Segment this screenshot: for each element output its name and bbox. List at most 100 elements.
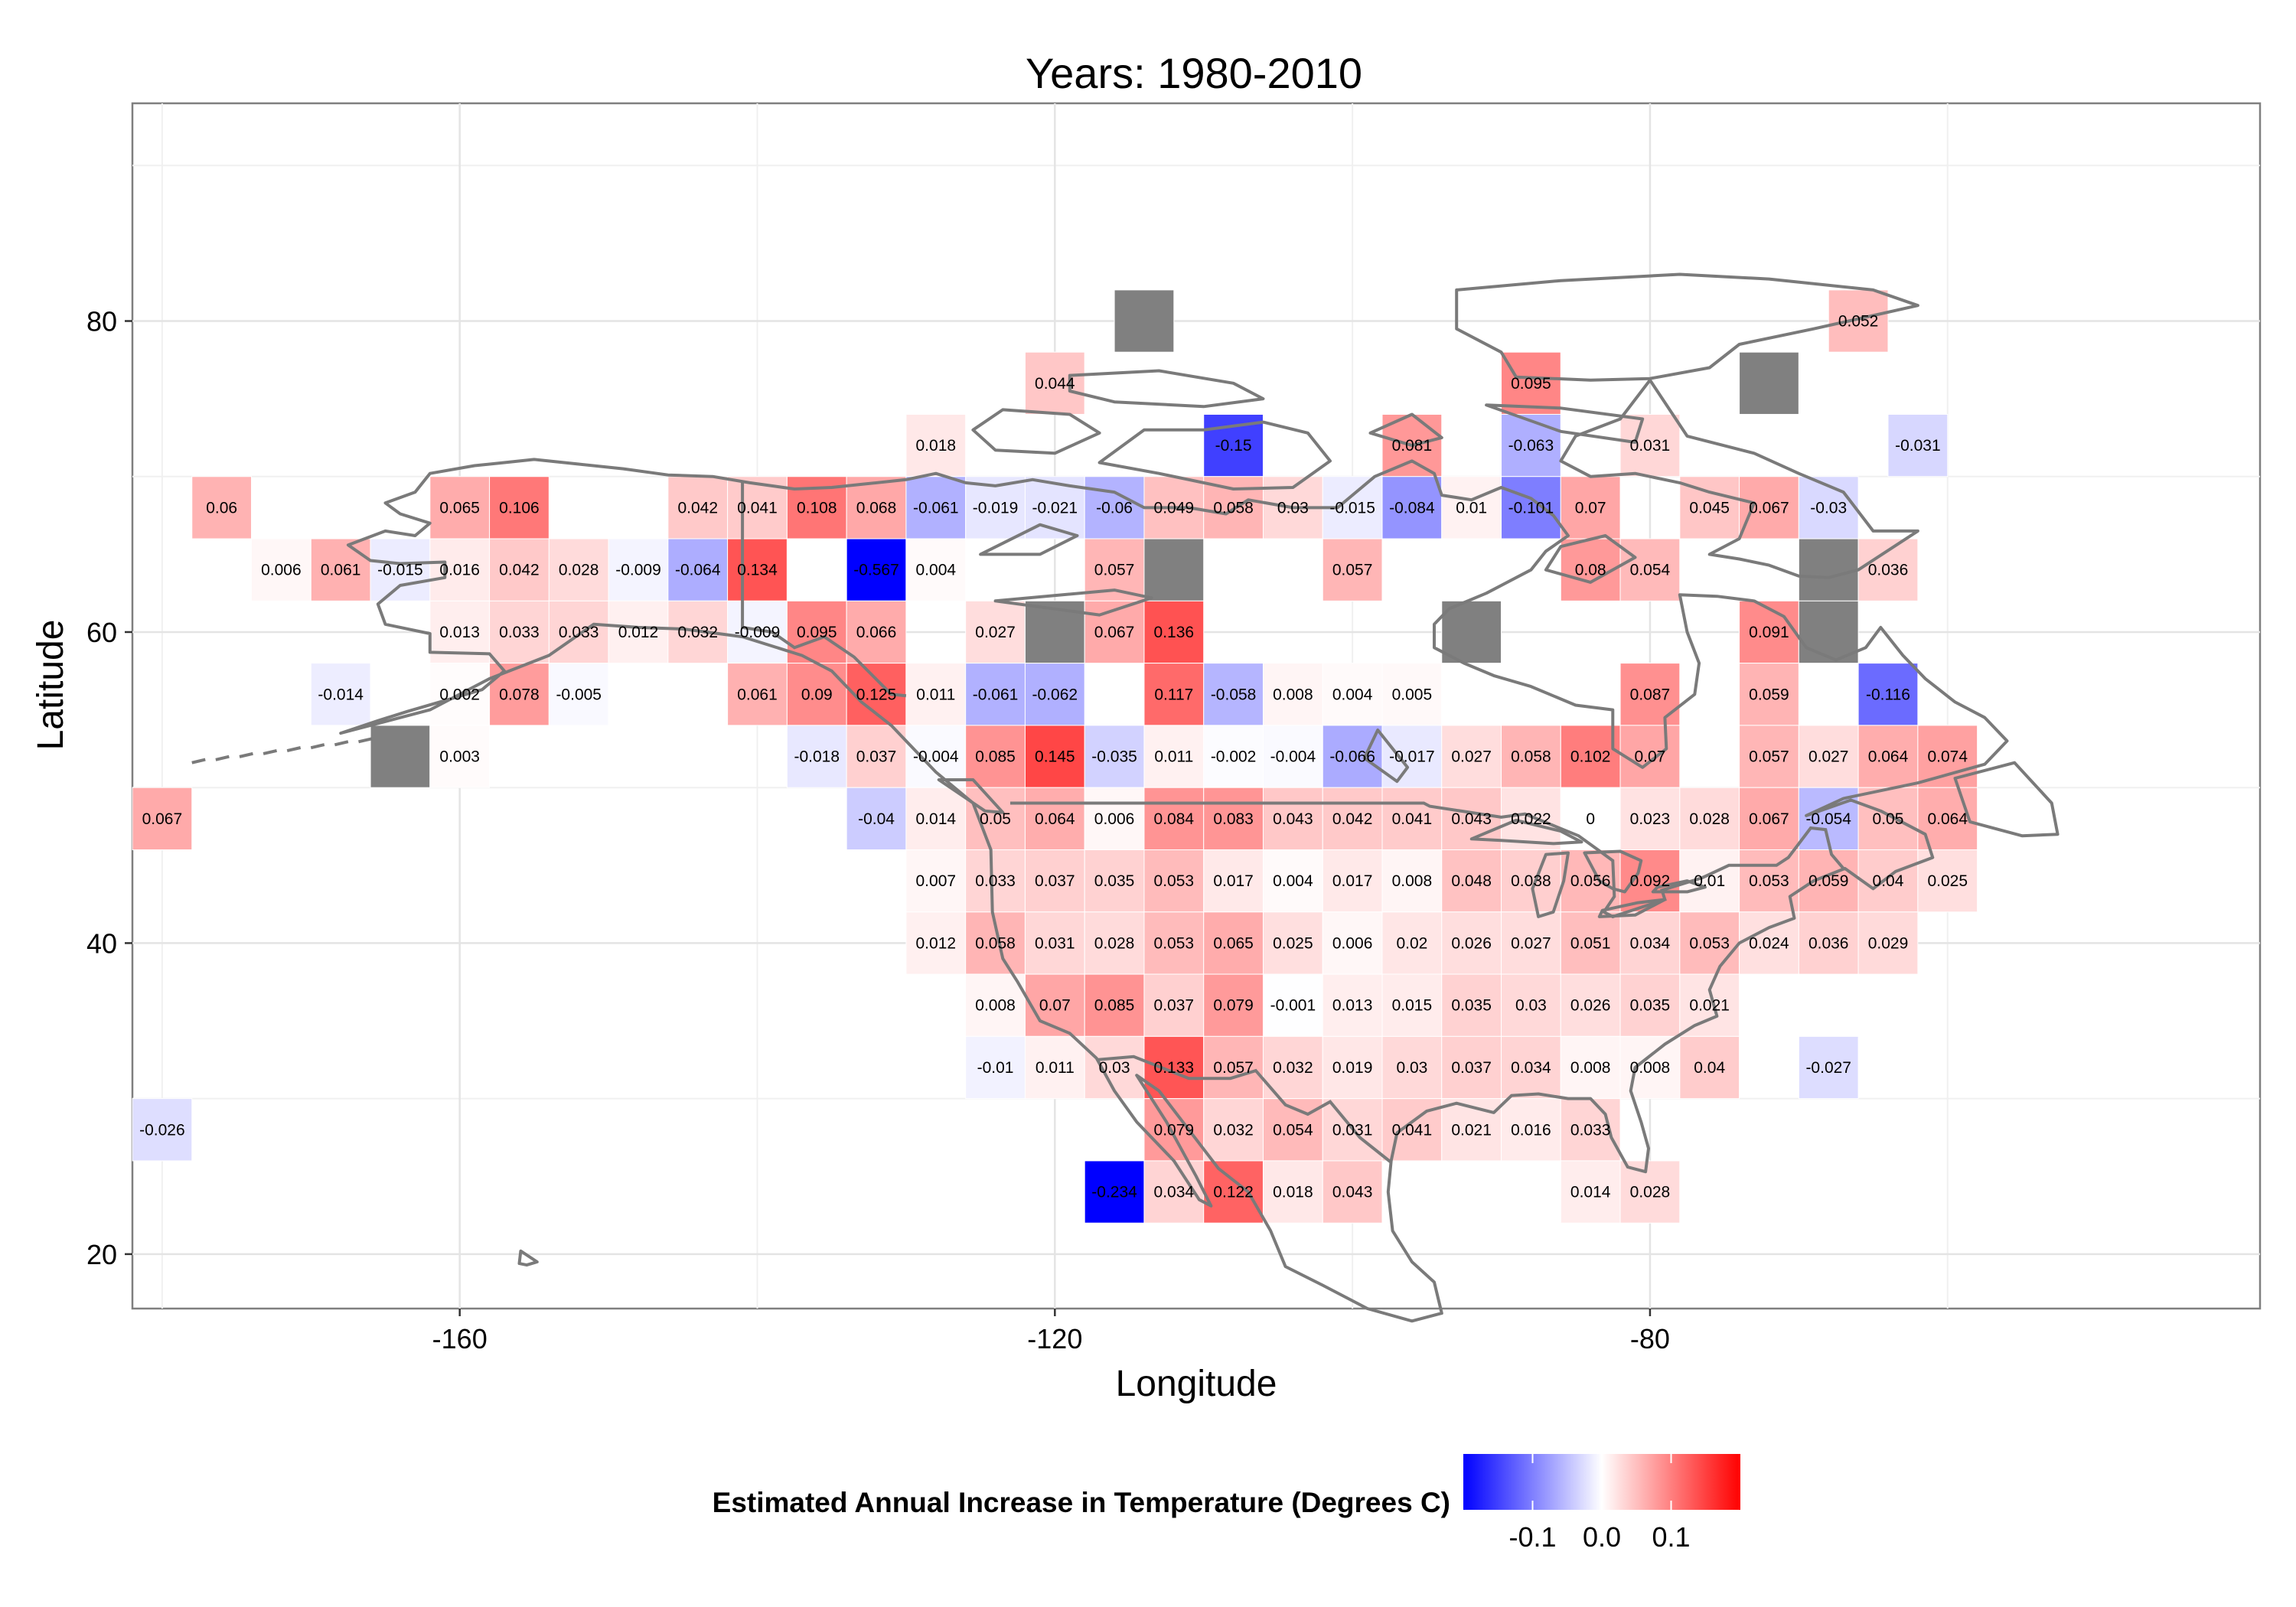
heatmap-cell bbox=[1501, 1098, 1561, 1162]
cell-value-label: 0.054 bbox=[1273, 1121, 1313, 1139]
heatmap-cell bbox=[310, 663, 371, 726]
cell-value-label: 0.034 bbox=[1511, 1059, 1551, 1077]
heatmap-cell bbox=[1501, 725, 1561, 788]
cell-value-label: 0.036 bbox=[1808, 934, 1849, 952]
cell-value-label: 0.014 bbox=[916, 810, 957, 828]
cell-value-label: 0.004 bbox=[1332, 686, 1373, 703]
cell-value-label: 0.021 bbox=[1689, 997, 1730, 1015]
cell-value-label: 0.008 bbox=[1273, 686, 1313, 703]
us-mexico-border bbox=[1097, 1054, 1392, 1164]
alaska-border bbox=[741, 482, 907, 698]
heatmap-cell bbox=[1619, 538, 1681, 601]
lake-outline bbox=[1597, 898, 1667, 918]
cell-value-label: 0.044 bbox=[1035, 375, 1075, 393]
cell-value-label: 0.005 bbox=[1392, 686, 1433, 703]
heatmap-cell bbox=[1619, 413, 1681, 478]
heatmap-cell bbox=[1322, 725, 1383, 788]
cell-value-label: 0.053 bbox=[1689, 934, 1730, 952]
heatmap-cell bbox=[608, 538, 669, 601]
cell-value-label: 0.09 bbox=[801, 686, 833, 703]
x-tick-label: -160 bbox=[432, 1323, 488, 1354]
cell-value-label: -0.066 bbox=[1329, 748, 1375, 766]
cell-value-label: 0.04 bbox=[1873, 872, 1904, 890]
heatmap-cell bbox=[1262, 849, 1323, 913]
cell-value-label: 0 bbox=[1586, 810, 1595, 828]
heatmap-cell bbox=[429, 725, 491, 788]
cell-value-label: 0.042 bbox=[677, 499, 718, 517]
aleutian-island bbox=[310, 743, 325, 750]
lake-outline bbox=[1362, 729, 1410, 784]
aleutian-island bbox=[239, 751, 253, 758]
cell-value-label: 0.03 bbox=[1515, 997, 1547, 1015]
heatmap-cell bbox=[1084, 725, 1145, 788]
heatmap-cell bbox=[429, 538, 491, 601]
heatmap-cell bbox=[846, 787, 907, 850]
heatmap-cells bbox=[132, 289, 1978, 1224]
heatmap-cell bbox=[1084, 911, 1145, 975]
chart-title: Years: 1980-2010 bbox=[1026, 49, 1362, 97]
heatmap-cell bbox=[1501, 973, 1561, 1037]
heatmap-cell bbox=[905, 476, 967, 539]
lake-outline bbox=[1469, 818, 1583, 846]
heatmap-cell bbox=[1203, 911, 1264, 975]
heatmap-cell bbox=[1084, 849, 1145, 913]
cell-value-label: 0.102 bbox=[1570, 748, 1611, 766]
cell-labels: 0.052 0.044 0.095 0.018 -0.15 0.081 -0.063 0.03… bbox=[139, 313, 1968, 1201]
cell-value-label: 0.016 bbox=[1511, 1121, 1551, 1139]
cell-value-label: -0.04 bbox=[858, 810, 895, 828]
heatmap-cell bbox=[1203, 725, 1264, 788]
heatmap-cell bbox=[905, 787, 967, 850]
cell-value-label: -0.15 bbox=[1215, 437, 1252, 455]
cell-value-label: 0.025 bbox=[1927, 872, 1968, 890]
heatmap-cell bbox=[965, 787, 1026, 850]
cell-value-label: 0.02 bbox=[1396, 934, 1427, 952]
heatmap-cell bbox=[1143, 538, 1205, 601]
heatmap-cell bbox=[1381, 911, 1443, 975]
cell-value-label: -0.015 bbox=[377, 562, 423, 579]
heatmap-cell bbox=[1857, 911, 1919, 975]
cell-value-label: 0.011 bbox=[1154, 748, 1193, 766]
cell-value-label: 0.058 bbox=[1213, 499, 1254, 517]
aleutian-island bbox=[191, 758, 206, 764]
cell-value-label: 0.045 bbox=[1689, 499, 1730, 517]
heatmap-cell bbox=[1322, 1035, 1383, 1100]
cell-value-label: 0.078 bbox=[499, 686, 540, 703]
heatmap-cell bbox=[1560, 476, 1621, 539]
cell-value-label: 0.051 bbox=[1570, 934, 1611, 952]
cell-value-label: -0.015 bbox=[1329, 499, 1375, 517]
cell-value-label: 0.032 bbox=[1273, 1059, 1313, 1077]
cell-value-label: 0.092 bbox=[1630, 872, 1671, 890]
cell-value-label: 0.043 bbox=[1273, 810, 1313, 828]
heatmap-cell bbox=[1739, 351, 1799, 415]
heatmap-cell bbox=[1501, 476, 1561, 539]
heatmap-cell bbox=[1501, 911, 1561, 975]
heatmap-cell bbox=[1084, 476, 1145, 539]
cell-value-label: 0.018 bbox=[916, 437, 957, 455]
heatmap-cell bbox=[132, 1098, 193, 1162]
cell-value-label: 0.033 bbox=[975, 872, 1016, 890]
heatmap-cell bbox=[1560, 1035, 1621, 1100]
heatmap-cell bbox=[1828, 289, 1889, 353]
cell-value-label: -0.035 bbox=[1091, 748, 1137, 766]
heatmap-cell bbox=[251, 538, 311, 601]
heatmap-cell bbox=[1203, 663, 1264, 726]
cell-value-label: 0.03 bbox=[1277, 499, 1309, 517]
cell-value-label: 0.133 bbox=[1154, 1059, 1195, 1077]
cell-value-label: 0.027 bbox=[1808, 748, 1849, 766]
cell-value-label: 0.028 bbox=[1630, 1184, 1671, 1201]
heatmap-cell bbox=[1381, 849, 1443, 913]
cell-value-label: -0.101 bbox=[1508, 499, 1554, 517]
heatmap-cell bbox=[1857, 725, 1919, 788]
cell-value-label: 0.108 bbox=[797, 499, 837, 517]
cell-value-label: 0.027 bbox=[1511, 934, 1551, 952]
heatmap-cell bbox=[846, 476, 907, 539]
cell-value-label: 0.006 bbox=[1332, 934, 1373, 952]
legend-tick-label: 0.0 bbox=[1583, 1521, 1621, 1553]
cell-value-label: -0.005 bbox=[556, 686, 602, 703]
heatmap-cell bbox=[1798, 911, 1859, 975]
island-outline bbox=[1068, 369, 1265, 409]
heatmap-cell bbox=[1619, 725, 1681, 788]
cell-value-label: 0.01 bbox=[1456, 499, 1487, 517]
cell-value-label: 0.043 bbox=[1332, 1184, 1373, 1201]
heatmap-cell bbox=[905, 538, 967, 601]
